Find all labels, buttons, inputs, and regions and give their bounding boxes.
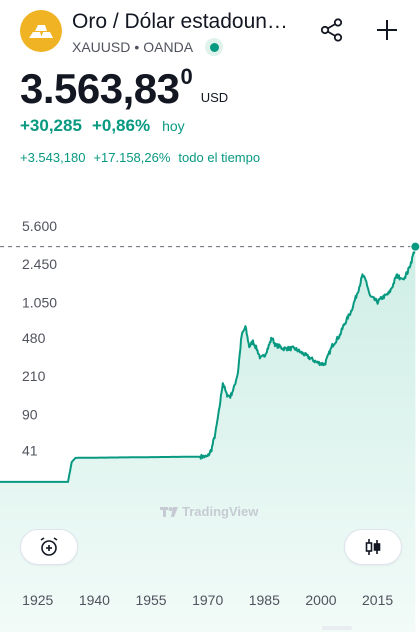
bottom-handle	[322, 626, 352, 630]
share-icon[interactable]	[318, 16, 346, 44]
x-tick-label: 1925	[22, 592, 53, 608]
y-tick-label: 1.050	[22, 294, 57, 310]
y-tick-label: 90	[22, 407, 38, 423]
y-tick-label: 210	[22, 368, 46, 384]
plus-icon[interactable]	[373, 16, 401, 44]
tradingview-watermark: TradingView	[160, 504, 258, 519]
symbol-label: XAUUSD	[72, 39, 131, 55]
instrument-subtitle: XAUUSD • OANDA	[72, 38, 224, 56]
last-price: 3.563,83	[20, 65, 180, 112]
x-tick-label: 2000	[305, 592, 336, 608]
price-superscript: 0	[180, 64, 193, 89]
alltime-change-percent: +17.158,26%	[93, 150, 171, 165]
y-tick-label: 2.450	[22, 256, 57, 272]
gold-bars-icon	[20, 10, 62, 52]
separator: •	[134, 39, 140, 55]
series-line	[0, 246, 417, 483]
chart-style-button[interactable]	[344, 529, 402, 565]
price-display: 3.563,83 0 USD	[20, 66, 228, 112]
x-tick-label: 1970	[192, 592, 223, 608]
change-period-label: hoy	[162, 118, 185, 134]
x-tick-label: 2015	[362, 592, 393, 608]
header: Oro / Dólar estadoun… XAUUSD • OANDA	[0, 0, 420, 62]
add-alert-button[interactable]	[20, 529, 78, 565]
tradingview-logo-icon	[160, 506, 178, 517]
y-tick-label: 480	[22, 330, 46, 346]
change-absolute: +30,285	[20, 116, 82, 135]
alarm-plus-icon	[40, 537, 58, 556]
market-open-indicator	[205, 38, 224, 56]
alltime-change-absolute: +3.543,180	[20, 150, 86, 165]
alltime-period-label: todo el tiempo	[178, 150, 261, 165]
instrument-title: Oro / Dólar estadoun…	[72, 10, 288, 33]
last-price-point	[410, 241, 420, 252]
daily-change: +30,285 +0,86% hoy	[20, 116, 185, 136]
y-tick-label: 41	[22, 443, 38, 459]
candlestick-icon	[365, 539, 381, 555]
series-area-fill	[0, 246, 416, 632]
x-tick-label: 1955	[135, 592, 166, 608]
watermark-text: TradingView	[182, 504, 259, 519]
y-tick-label: 5.600	[22, 218, 57, 234]
x-tick-label: 1985	[249, 592, 280, 608]
alltime-change: +3.543,180 +17.158,26% todo el tiempo	[20, 150, 260, 165]
currency-label: USD	[200, 90, 229, 105]
exchange-label: OANDA	[143, 39, 194, 55]
x-tick-label: 1940	[79, 592, 110, 608]
change-percent: +0,86%	[91, 116, 151, 135]
